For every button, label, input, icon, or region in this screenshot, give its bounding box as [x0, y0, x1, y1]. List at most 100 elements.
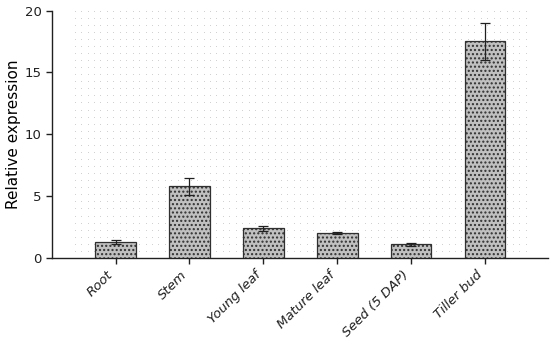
Point: [129, 248, 137, 254]
Point: [161, 57, 170, 63]
Point: [70, 43, 79, 49]
Point: [470, 248, 479, 254]
Point: [438, 213, 447, 218]
Point: [102, 71, 111, 77]
Point: [96, 255, 105, 261]
Point: [521, 255, 530, 261]
Point: [244, 43, 253, 49]
Point: [102, 220, 111, 225]
Point: [289, 177, 298, 183]
Point: [186, 29, 195, 34]
Point: [379, 248, 388, 254]
Point: [109, 57, 118, 63]
Point: [90, 234, 99, 239]
Point: [141, 71, 150, 77]
Point: [154, 8, 163, 13]
Point: [515, 255, 524, 261]
Point: [70, 86, 79, 91]
Point: [115, 234, 124, 239]
Point: [470, 78, 479, 84]
Point: [360, 227, 369, 233]
Point: [431, 248, 440, 254]
Point: [115, 15, 124, 20]
Point: [180, 100, 189, 105]
Point: [180, 43, 189, 49]
Point: [141, 121, 150, 126]
Point: [418, 57, 427, 63]
Point: [457, 36, 466, 42]
Point: [302, 121, 311, 126]
Point: [367, 36, 376, 42]
Point: [270, 36, 279, 42]
Point: [373, 206, 382, 211]
Point: [141, 57, 150, 63]
Point: [122, 29, 131, 34]
Point: [515, 248, 524, 254]
Point: [109, 191, 118, 197]
Point: [135, 206, 143, 211]
Point: [354, 213, 363, 218]
Point: [450, 114, 459, 119]
Point: [470, 86, 479, 91]
Point: [96, 8, 105, 13]
Point: [457, 65, 466, 70]
Point: [238, 128, 247, 134]
Point: [218, 114, 227, 119]
Point: [489, 177, 498, 183]
Point: [96, 220, 105, 225]
Point: [180, 114, 189, 119]
Point: [464, 29, 473, 34]
Point: [470, 206, 479, 211]
Point: [431, 199, 440, 204]
Point: [122, 22, 131, 28]
Point: [476, 149, 485, 155]
Point: [483, 248, 491, 254]
Point: [244, 8, 253, 13]
Point: [341, 100, 350, 105]
Point: [502, 156, 511, 162]
Point: [167, 22, 176, 28]
Point: [270, 241, 279, 247]
Point: [129, 185, 137, 190]
Point: [257, 71, 266, 77]
Point: [502, 199, 511, 204]
Point: [399, 185, 408, 190]
Point: [83, 220, 92, 225]
Point: [509, 71, 517, 77]
Point: [122, 206, 131, 211]
Point: [360, 100, 369, 105]
Point: [412, 255, 420, 261]
Point: [147, 149, 156, 155]
Point: [347, 185, 356, 190]
Point: [90, 149, 99, 155]
Point: [476, 43, 485, 49]
Point: [154, 114, 163, 119]
Point: [225, 220, 234, 225]
Point: [238, 156, 247, 162]
Point: [483, 50, 491, 56]
Point: [212, 43, 221, 49]
Point: [470, 234, 479, 239]
Point: [373, 36, 382, 42]
Point: [141, 142, 150, 148]
Point: [412, 241, 420, 247]
Point: [206, 156, 214, 162]
Point: [431, 227, 440, 233]
Point: [347, 213, 356, 218]
Point: [83, 29, 92, 34]
Point: [470, 149, 479, 155]
Point: [257, 185, 266, 190]
Point: [328, 185, 337, 190]
Point: [109, 128, 118, 134]
Point: [335, 177, 343, 183]
Point: [386, 92, 395, 98]
Point: [102, 185, 111, 190]
Point: [406, 234, 414, 239]
Point: [225, 22, 234, 28]
Point: [232, 135, 240, 140]
Point: [289, 234, 298, 239]
Point: [406, 206, 414, 211]
Point: [399, 86, 408, 91]
Point: [450, 78, 459, 84]
Point: [386, 71, 395, 77]
